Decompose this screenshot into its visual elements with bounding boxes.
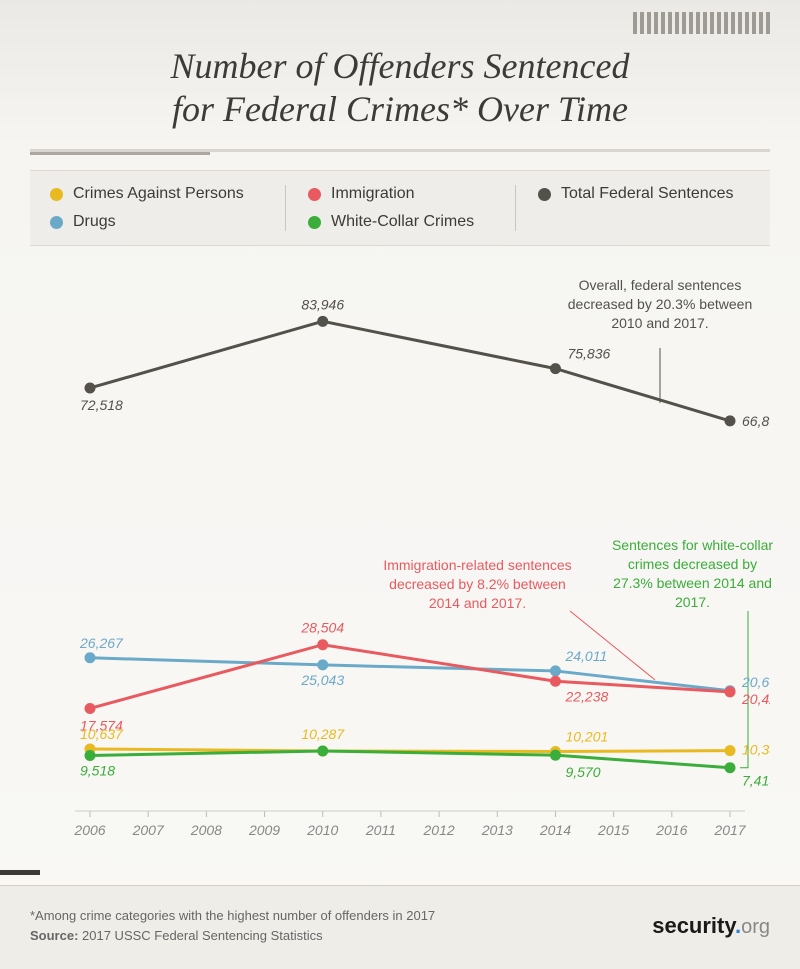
svg-text:2016: 2016	[655, 822, 687, 838]
svg-text:66,872: 66,872	[742, 413, 770, 429]
svg-text:20,607: 20,607	[741, 674, 770, 690]
svg-text:10,201: 10,201	[565, 729, 608, 745]
footer-source-label: Source:	[30, 928, 78, 943]
infographic-container: Number of Offenders Sentenced for Federa…	[0, 0, 800, 969]
svg-text:10,347: 10,347	[742, 742, 770, 758]
svg-text:10,287: 10,287	[301, 726, 345, 742]
footer-source-text: 2017 USSC Federal Sentencing Statistics	[78, 928, 322, 943]
side-accent	[0, 870, 40, 875]
footer-note: *Among crime categories with the highest…	[30, 908, 435, 923]
legend-item-total: Total Federal Sentences	[538, 185, 734, 203]
annotation-total: Overall, federal sentences decreased by …	[560, 276, 760, 333]
legend-col-1: Crimes Against Persons Drugs	[50, 185, 285, 231]
annotation-immigration: Immigration-related sentences decreased …	[380, 556, 575, 613]
svg-text:25,043: 25,043	[300, 672, 344, 688]
footer: *Among crime categories with the highest…	[0, 885, 800, 969]
chart-area: 2006 2007 2008 2009 2010 2011 2012 2013 2014 2015…	[30, 266, 770, 856]
svg-text:2013: 2013	[481, 822, 513, 838]
svg-text:2011: 2011	[365, 822, 396, 838]
annotation-text: Overall, federal sentences decreased by …	[568, 277, 752, 331]
legend-label: Total Federal Sentences	[561, 185, 734, 203]
title-line-1: Number of Offenders Sentenced	[171, 46, 630, 86]
svg-text:22,238: 22,238	[564, 689, 608, 705]
legend-item-immigration: Immigration	[308, 185, 515, 203]
legend-item-crimes-persons: Crimes Against Persons	[50, 185, 285, 203]
annotation-text: Immigration-related sentences decreased …	[383, 557, 571, 611]
legend: Crimes Against Persons Drugs Immigration…	[30, 170, 770, 246]
svg-text:2010: 2010	[306, 822, 338, 838]
decorative-bars	[633, 12, 770, 34]
footer-logo: security.org	[652, 913, 770, 939]
title-underline	[30, 149, 770, 152]
svg-text:2017: 2017	[713, 822, 746, 838]
legend-dot-icon	[50, 216, 63, 229]
svg-text:2012: 2012	[423, 822, 455, 838]
svg-text:75,836: 75,836	[567, 346, 610, 362]
legend-label: Drugs	[73, 213, 116, 231]
annotation-white-collar: Sentences for white-collar crimes decrea…	[610, 536, 775, 612]
svg-text:7,415: 7,415	[742, 773, 770, 789]
legend-dot-icon	[308, 216, 321, 229]
svg-text:2014: 2014	[539, 822, 571, 838]
svg-text:2008: 2008	[190, 822, 222, 838]
annotation-text: Sentences for white-collar crimes decrea…	[612, 537, 773, 610]
legend-label: Immigration	[331, 185, 415, 203]
legend-label: Crimes Against Persons	[73, 185, 244, 203]
legend-label: White-Collar Crimes	[331, 213, 474, 231]
svg-text:2006: 2006	[73, 822, 105, 838]
svg-text:9,570: 9,570	[565, 765, 600, 781]
svg-text:83,946: 83,946	[301, 297, 344, 313]
legend-col-3: Total Federal Sentences	[515, 185, 734, 231]
legend-item-drugs: Drugs	[50, 213, 285, 231]
svg-text:24,011: 24,011	[564, 648, 607, 664]
legend-item-white-collar: White-Collar Crimes	[308, 213, 515, 231]
legend-dot-icon	[308, 188, 321, 201]
legend-dot-icon	[50, 188, 63, 201]
svg-text:72,518: 72,518	[80, 397, 123, 413]
svg-text:26,267: 26,267	[79, 635, 124, 651]
legend-dot-icon	[538, 188, 551, 201]
svg-text:28,504: 28,504	[300, 620, 344, 636]
svg-text:2007: 2007	[132, 822, 165, 838]
footer-text: *Among crime categories with the highest…	[30, 906, 435, 945]
svg-text:20,421: 20,421	[741, 691, 770, 707]
svg-text:2015: 2015	[597, 822, 629, 838]
svg-text:10,637: 10,637	[80, 726, 124, 742]
svg-text:2009: 2009	[248, 822, 280, 838]
logo-main: security	[652, 913, 735, 938]
svg-text:9,518: 9,518	[80, 763, 115, 779]
legend-col-2: Immigration White-Collar Crimes	[285, 185, 515, 231]
logo-ext: org	[741, 916, 770, 938]
title-line-2: for Federal Crimes* Over Time	[172, 89, 628, 129]
